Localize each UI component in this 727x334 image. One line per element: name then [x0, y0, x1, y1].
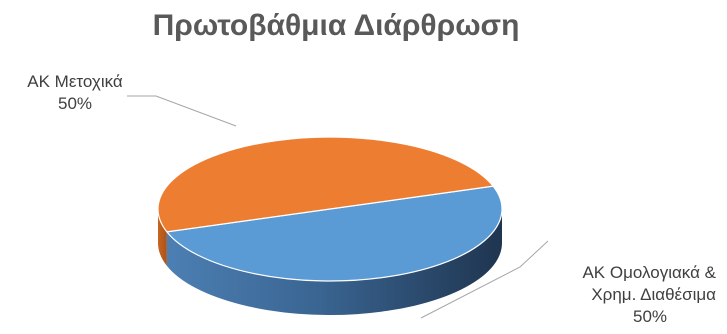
slice-side-2 [158, 209, 167, 266]
slice-side-1 [166, 209, 502, 315]
chart-title: Πρωτοβάθμια Διάρθρωση [153, 9, 520, 42]
leader-line-1 [420, 240, 549, 319]
slice-1 [165, 185, 503, 282]
slice-1-category-label: ΑΚ Ομολογιακά & [582, 263, 716, 282]
slice-2-category-label: ΑΚ Μετοχικά [27, 72, 123, 91]
slice-1-category-label: Χρημ. Διαθέσιμα [591, 285, 716, 304]
slice-2 [157, 136, 495, 233]
leader-line-2 [127, 95, 237, 127]
pie-plot-area [157, 136, 503, 315]
slice-1-value-label: 50% [633, 307, 667, 326]
data-labels: ΑΚ Ομολογιακά & Χρημ. Διαθέσιμα 50% ΑΚ Μετο… [27, 72, 716, 326]
slice-2-value-label: 50% [58, 94, 92, 113]
